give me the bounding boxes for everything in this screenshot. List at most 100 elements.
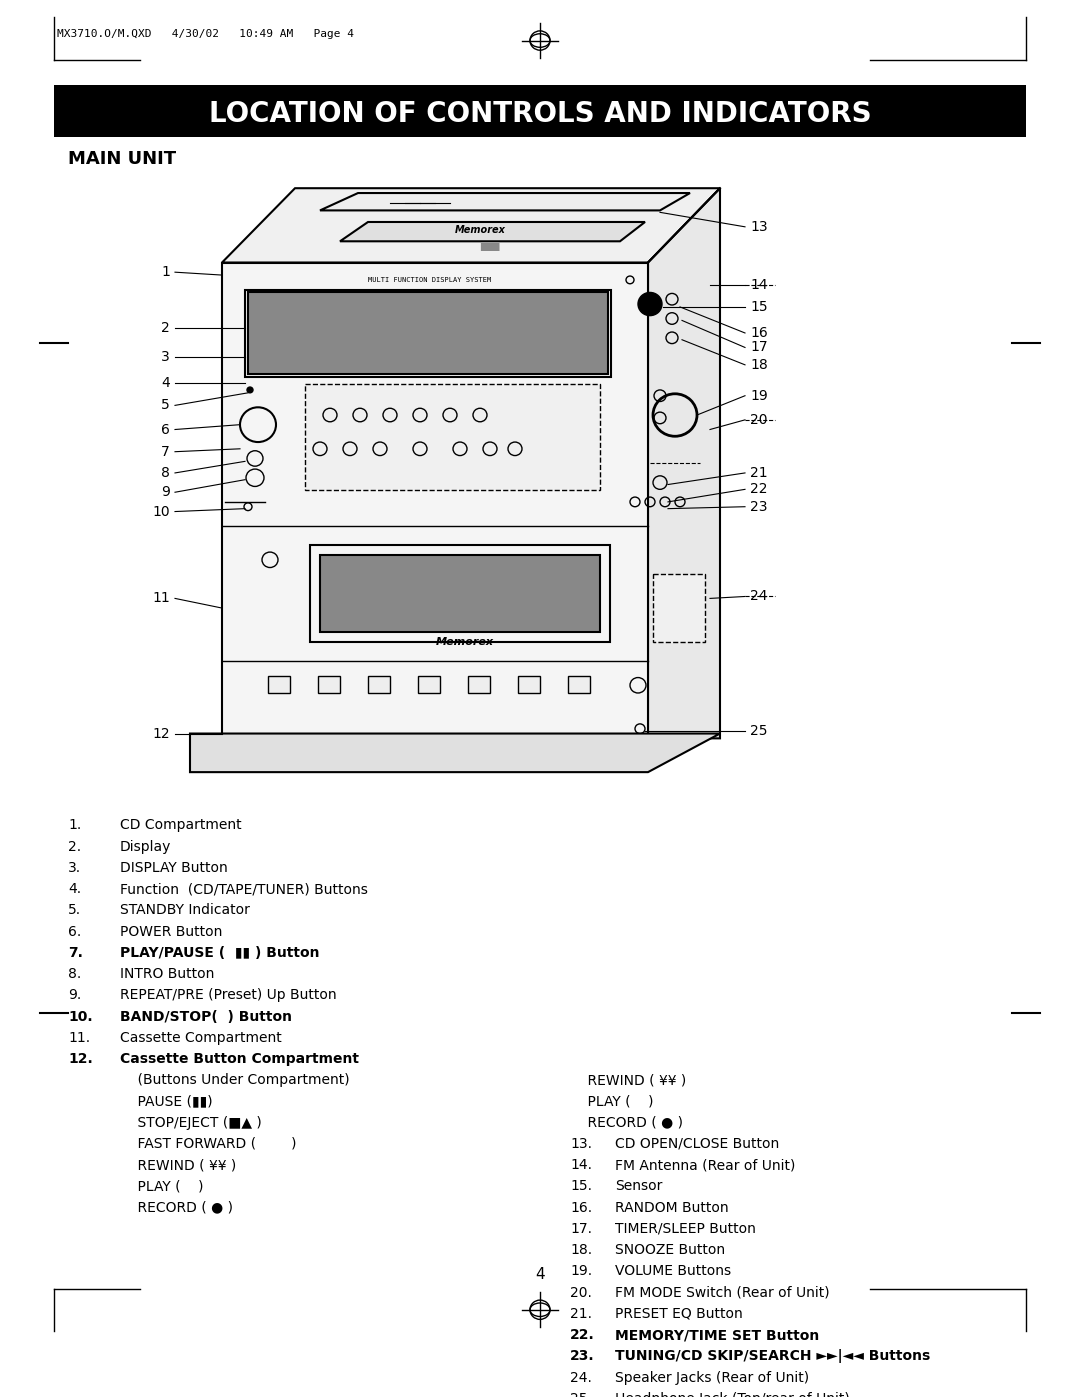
Text: 13: 13	[750, 219, 768, 233]
Text: Sensor: Sensor	[615, 1179, 662, 1193]
Text: 14.: 14.	[570, 1158, 592, 1172]
Text: 12.: 12.	[68, 1052, 93, 1066]
Text: 10.: 10.	[68, 1010, 93, 1024]
Text: FAST FORWARD (        ): FAST FORWARD ( )	[120, 1137, 297, 1151]
Bar	[248, 292, 608, 374]
Bar	[368, 676, 390, 693]
Text: 7: 7	[161, 444, 170, 458]
Text: Display: Display	[120, 840, 172, 854]
Bar	[222, 263, 648, 739]
Text: 9.: 9.	[68, 988, 81, 1002]
Text: REWIND ( ¥¥ ): REWIND ( ¥¥ )	[120, 1158, 237, 1172]
Bar	[305, 384, 600, 490]
Circle shape	[247, 387, 253, 393]
Text: 6.: 6.	[68, 925, 81, 939]
Text: 4.: 4.	[68, 882, 81, 895]
Text: 17.: 17.	[570, 1222, 592, 1236]
Text: 20.: 20.	[570, 1285, 592, 1299]
Bar	[468, 676, 490, 693]
Text: 21.: 21.	[570, 1306, 592, 1320]
Text: TUNING/CD SKIP/SEARCH ►►|◄◄ Buttons: TUNING/CD SKIP/SEARCH ►►|◄◄ Buttons	[615, 1350, 930, 1363]
Text: INTRO Button: INTRO Button	[120, 967, 214, 981]
Text: CD Compartment: CD Compartment	[120, 819, 242, 833]
Bar	[320, 555, 600, 633]
Text: 6: 6	[161, 422, 170, 436]
Text: 21: 21	[750, 467, 768, 481]
Text: 4: 4	[536, 1267, 544, 1281]
Text: PLAY (    ): PLAY ( )	[570, 1094, 653, 1108]
Text: VOLUME Buttons: VOLUME Buttons	[615, 1264, 731, 1278]
Text: 25.: 25.	[570, 1391, 592, 1397]
Text: 18.: 18.	[570, 1243, 592, 1257]
Text: 23.: 23.	[570, 1350, 595, 1363]
Text: Speaker Jacks (Rear of Unit): Speaker Jacks (Rear of Unit)	[615, 1370, 809, 1384]
Text: POWER Button: POWER Button	[120, 925, 222, 939]
Text: 5.: 5.	[68, 904, 81, 918]
Text: DISPLAY Button: DISPLAY Button	[120, 861, 228, 875]
Text: 5: 5	[161, 398, 170, 412]
Text: 8: 8	[161, 467, 170, 481]
Text: Memorex: Memorex	[455, 225, 505, 235]
Text: 11: 11	[152, 591, 170, 605]
Text: 10: 10	[152, 504, 170, 518]
Text: 4: 4	[161, 376, 170, 390]
Text: 19: 19	[750, 388, 768, 402]
Text: 3: 3	[161, 351, 170, 365]
Text: FM MODE Switch (Rear of Unit): FM MODE Switch (Rear of Unit)	[615, 1285, 829, 1299]
Text: 19.: 19.	[570, 1264, 592, 1278]
Text: 2: 2	[161, 321, 170, 335]
Text: 16.: 16.	[570, 1200, 592, 1214]
Text: 22: 22	[750, 482, 768, 496]
Text: PLAY (    ): PLAY ( )	[120, 1179, 203, 1193]
Text: 1.: 1.	[68, 819, 81, 833]
Text: 16: 16	[750, 326, 768, 339]
Text: REWIND ( ¥¥ ): REWIND ( ¥¥ )	[570, 1073, 686, 1087]
Bar	[568, 676, 590, 693]
Text: FM Antenna (Rear of Unit): FM Antenna (Rear of Unit)	[615, 1158, 795, 1172]
Text: 11.: 11.	[68, 1031, 90, 1045]
Polygon shape	[648, 189, 720, 739]
Polygon shape	[320, 193, 690, 211]
Text: ███: ███	[481, 242, 500, 250]
Text: (Buttons Under Compartment): (Buttons Under Compartment)	[120, 1073, 350, 1087]
Bar	[268, 676, 291, 693]
Polygon shape	[190, 733, 720, 773]
Text: 13.: 13.	[570, 1137, 592, 1151]
Text: 1: 1	[161, 265, 170, 279]
Text: MAIN UNIT: MAIN UNIT	[68, 151, 176, 168]
Text: PLAY/PAUSE (  ▮▮ ) Button: PLAY/PAUSE ( ▮▮ ) Button	[120, 946, 320, 960]
Polygon shape	[222, 189, 720, 263]
Text: Headphone Jack (Top/rear of Unit): Headphone Jack (Top/rear of Unit)	[615, 1391, 850, 1397]
Text: 14: 14	[750, 278, 768, 292]
Text: 12: 12	[152, 726, 170, 740]
Text: BAND/STOP(  ) Button: BAND/STOP( ) Button	[120, 1010, 292, 1024]
Bar	[518, 676, 540, 693]
Text: PAUSE (▮▮): PAUSE (▮▮)	[120, 1094, 213, 1108]
Text: 24.: 24.	[570, 1370, 592, 1384]
Text: 25: 25	[750, 724, 768, 738]
Text: 9: 9	[161, 485, 170, 499]
Bar	[418, 676, 440, 693]
Text: REPEAT/PRE (Preset) Up Button: REPEAT/PRE (Preset) Up Button	[120, 988, 337, 1002]
Bar	[54, 85, 1026, 137]
Text: TIMER/SLEEP Button: TIMER/SLEEP Button	[615, 1222, 756, 1236]
Polygon shape	[340, 222, 645, 242]
Text: STOP/EJECT (■▲ ): STOP/EJECT (■▲ )	[120, 1116, 261, 1130]
Text: 17: 17	[750, 341, 768, 355]
Text: 7.: 7.	[68, 946, 83, 960]
Text: RECORD ( ● ): RECORD ( ● )	[120, 1200, 233, 1214]
Text: SNOOZE Button: SNOOZE Button	[615, 1243, 725, 1257]
Text: Cassette Compartment: Cassette Compartment	[120, 1031, 282, 1045]
Text: 22.: 22.	[570, 1329, 595, 1343]
Text: LOCATION OF CONTROLS AND INDICATORS: LOCATION OF CONTROLS AND INDICATORS	[208, 101, 872, 129]
Text: 2.: 2.	[68, 840, 81, 854]
Text: 15.: 15.	[570, 1179, 592, 1193]
Text: RECORD ( ● ): RECORD ( ● )	[570, 1116, 683, 1130]
Bar	[310, 545, 610, 641]
Text: 20: 20	[750, 414, 768, 427]
Text: Function  (CD/TAPE/TUNER) Buttons: Function (CD/TAPE/TUNER) Buttons	[120, 882, 368, 895]
Text: STANDBY Indicator: STANDBY Indicator	[120, 904, 249, 918]
Bar	[245, 289, 611, 377]
Text: MULTI FUNCTION DISPLAY SYSTEM: MULTI FUNCTION DISPLAY SYSTEM	[368, 277, 491, 284]
Text: 15: 15	[750, 300, 768, 314]
